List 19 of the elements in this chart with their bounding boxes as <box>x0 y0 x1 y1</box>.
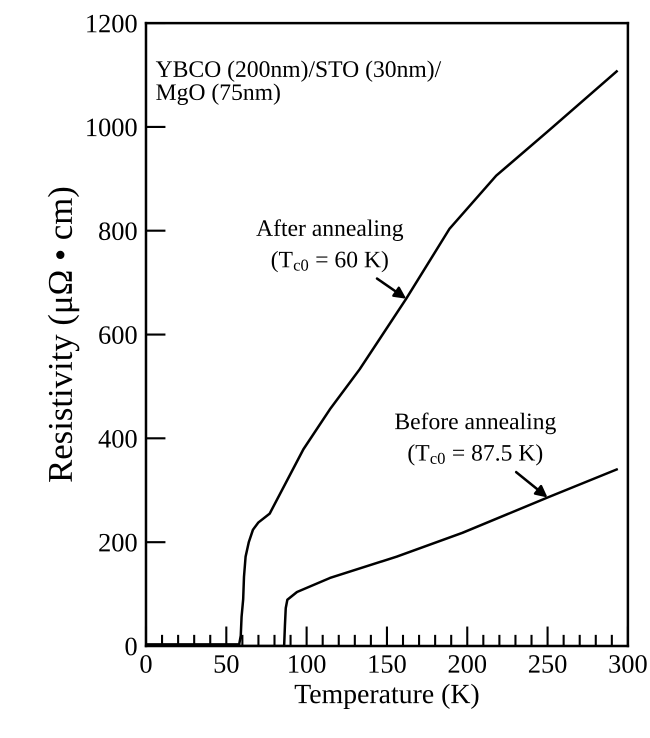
x-tick-label: 100 <box>289 655 326 673</box>
x-tick-label: 300 <box>609 655 647 673</box>
y-tick-label: 400 <box>98 430 137 448</box>
annotation: Before annealing (T$_{c0}$ = 87.5 K) <box>395 412 556 466</box>
y-tick-label: 800 <box>99 222 137 240</box>
y-tick-label: 0 <box>125 638 137 656</box>
x-tick-label: 150 <box>369 655 406 673</box>
x-tick-label: 250 <box>528 655 566 673</box>
y-tick-label: 1200 <box>87 14 137 33</box>
annotation: After annealing (T$_{c0}$ = 60 K) <box>256 219 404 272</box>
x-axis-title: Temperature (K) <box>294 684 478 709</box>
y-tick-label: 600 <box>99 326 137 344</box>
y-axis-title: Resistivity (μΩ • cm) <box>48 188 80 482</box>
x-tick-label: 50 <box>214 655 238 673</box>
y-tick-label: 200 <box>99 534 137 552</box>
x-tick-label: 200 <box>448 655 486 673</box>
annotation: YBCO (200nm)/STO (30nm)/ MgO (75nm) <box>156 60 442 105</box>
x-tick-label: 0 <box>140 655 152 673</box>
y-tick-label: 1000 <box>87 118 137 136</box>
